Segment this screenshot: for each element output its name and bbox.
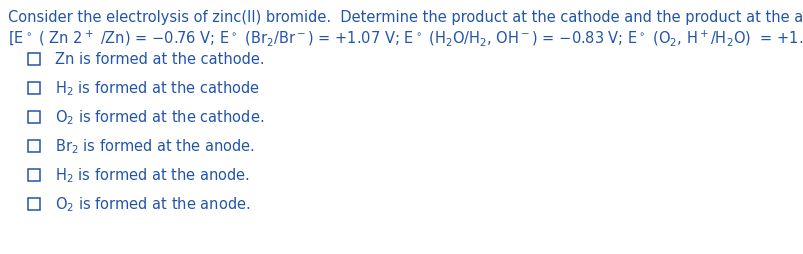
Bar xyxy=(28,112,40,123)
Bar xyxy=(28,54,40,66)
Text: H$_2$ is formed at the cathode: H$_2$ is formed at the cathode xyxy=(55,79,259,98)
Text: O$_2$ is formed at the cathode.: O$_2$ is formed at the cathode. xyxy=(55,108,264,127)
Text: Zn is formed at the cathode.: Zn is formed at the cathode. xyxy=(55,52,264,67)
Bar xyxy=(28,83,40,95)
Bar xyxy=(28,169,40,181)
Text: O$_2$ is formed at the anode.: O$_2$ is formed at the anode. xyxy=(55,195,251,214)
Text: Consider the electrolysis of zinc(II) bromide.  Determine the product at the cat: Consider the electrolysis of zinc(II) br… xyxy=(8,10,803,25)
Text: H$_2$ is formed at the anode.: H$_2$ is formed at the anode. xyxy=(55,166,250,185)
Bar xyxy=(28,140,40,152)
Text: Br$_2$ is formed at the anode.: Br$_2$ is formed at the anode. xyxy=(55,137,255,156)
Bar xyxy=(28,198,40,210)
Text: [E$^\circ$ ( Zn 2$^+$ /Zn) = $-$0.76 V; E$^\circ$ (Br$_2$/Br$^-$) = +1.07 V; E$^: [E$^\circ$ ( Zn 2$^+$ /Zn) = $-$0.76 V; … xyxy=(8,28,803,47)
